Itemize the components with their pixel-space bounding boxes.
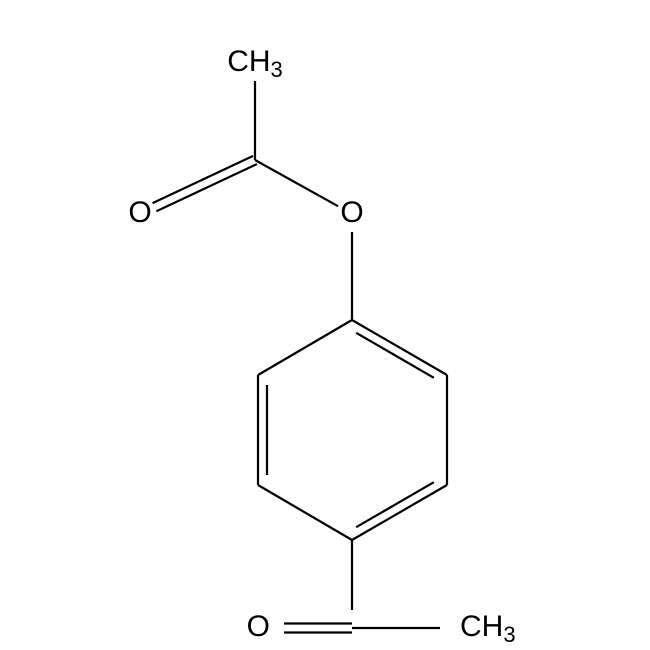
atom-label-o_dbl: O	[128, 196, 151, 229]
molecule-diagram: CH3 O O O CH3	[0, 0, 650, 650]
atom-label-ch3_top: CH3	[227, 45, 283, 82]
atom-label-ch3_bot: CH3	[460, 610, 516, 647]
atom-label-o_ketone: O	[247, 610, 270, 643]
atom-label-o_single: O	[340, 196, 363, 229]
